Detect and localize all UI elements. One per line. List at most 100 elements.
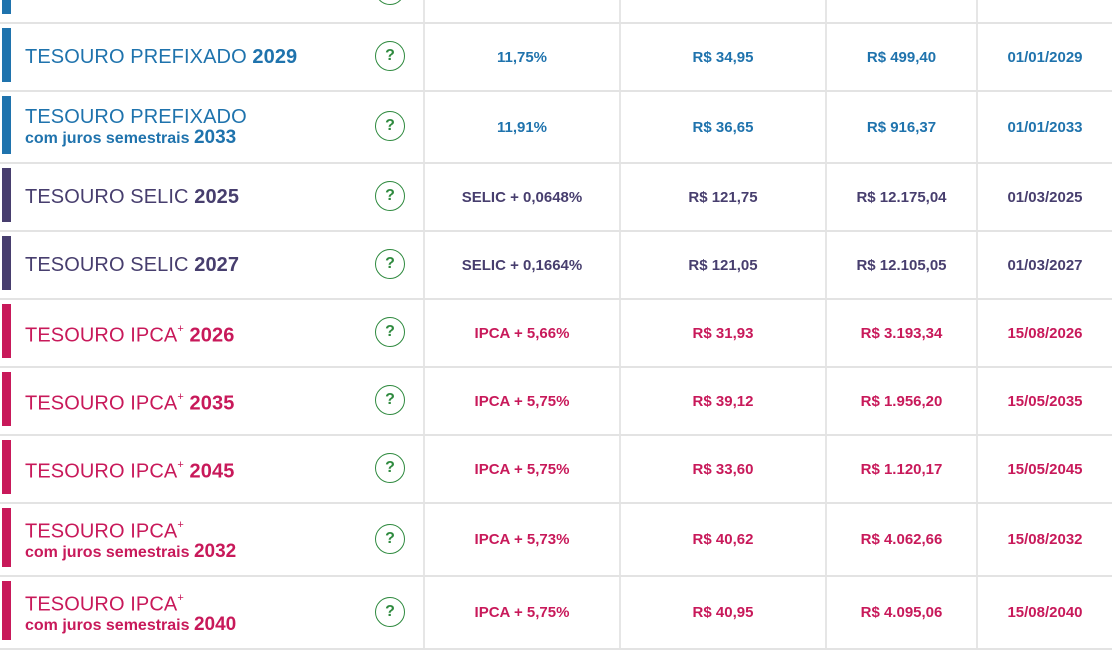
bond-name-cell: TESOURO IPCA+ com juros semestrais 2040? xyxy=(0,577,425,648)
min-investment-cell: R$ 40,95 xyxy=(621,577,827,648)
table-row[interactable]: TESOURO SELIC 2025? SELIC + 0,0648% R$ 121… xyxy=(0,164,1112,232)
maturity-date-cell: 01/01/2029 xyxy=(1007,48,1083,66)
bond-title: TESOURO IPCA+ xyxy=(25,589,236,616)
bond-name[interactable]: TESOURO PREFIXADO com juros semestrais 20… xyxy=(25,92,247,162)
bond-title-text: TESOURO IPCA xyxy=(25,593,178,616)
table-row[interactable]: TESOURO PREFIXADO com juros semestrais 20… xyxy=(0,92,1112,164)
bond-name-cell: TESOURO SELIC 2027? xyxy=(0,232,425,298)
bond-title-sup: + xyxy=(177,390,184,403)
bond-title: TESOURO SELIC 2027 xyxy=(25,254,239,276)
table-row[interactable]: TESOURO SELIC 2027? SELIC + 0,1664% R$ 121… xyxy=(0,232,1112,300)
bond-subtitle-text: com juros semestrais xyxy=(25,129,194,147)
bond-name[interactable]: TESOURO SELIC 2027 xyxy=(25,232,239,298)
bond-title-sup: + xyxy=(177,591,184,604)
bond-title-sup: + xyxy=(177,518,184,531)
bond-color-bar xyxy=(2,372,11,426)
rate-cell xyxy=(425,0,621,22)
min-investment-cell: R$ 34,95 xyxy=(621,24,827,90)
help-icon[interactable]: ? xyxy=(375,385,405,415)
rate-cell: SELIC + 0,1664% xyxy=(425,232,621,298)
bond-subtitle: com juros semestrais 2033 xyxy=(25,127,247,149)
help-icon[interactable]: ? xyxy=(375,181,405,211)
bond-name-cell: TESOURO PREFIXADO? xyxy=(0,0,425,22)
min-investment-cell: R$ 39,12 xyxy=(621,368,827,434)
bond-title: TESOURO PREFIXADO xyxy=(25,0,247,2)
bond-year: 2027 xyxy=(194,254,240,276)
bond-color-bar xyxy=(2,96,11,154)
bond-name[interactable]: TESOURO IPCA+ 2035 xyxy=(25,368,234,434)
table-row[interactable]: TESOURO IPCA+ com juros semestrais 2040? I… xyxy=(0,577,1112,650)
rate-cell: IPCA + 5,75% xyxy=(425,436,621,502)
unit-price-cell: R$ 499,40 xyxy=(827,24,978,90)
bond-name[interactable]: TESOURO IPCA+ 2026 xyxy=(25,300,234,366)
bond-title-text: TESOURO IPCA xyxy=(25,324,178,347)
bond-title: TESOURO PREFIXADO 2029 xyxy=(25,46,297,68)
maturity-date-cell xyxy=(978,0,1112,22)
table-row[interactable]: TESOURO PREFIXADO 2029? 11,75% R$ 34,95 R$ … xyxy=(0,24,1112,92)
bond-color-bar xyxy=(2,440,11,494)
rate-cell: IPCA + 5,73% xyxy=(425,504,621,575)
maturity-date-cell: 01/03/2027 xyxy=(1007,256,1083,274)
maturity-date-cell: 15/08/2026 xyxy=(1007,324,1083,342)
unit-price-cell xyxy=(827,0,978,22)
bond-title-text: TESOURO IPCA xyxy=(25,392,178,415)
table-row[interactable]: TESOURO IPCA+ 2026? IPCA + 5,66% R$ 31,93 R… xyxy=(0,300,1112,368)
rate-cell: 11,91% xyxy=(425,92,621,162)
bond-year: 2029 xyxy=(252,46,298,68)
table-row[interactable]: TESOURO IPCA+ com juros semestrais 2032? I… xyxy=(0,504,1112,577)
bond-title-text: TESOURO SELIC xyxy=(25,254,195,276)
help-icon[interactable]: ? xyxy=(375,596,405,627)
bond-title: TESOURO PREFIXADO xyxy=(25,106,247,128)
table-row[interactable]: TESOURO IPCA+ 2045? IPCA + 5,75% R$ 33,60 R… xyxy=(0,436,1112,504)
unit-price-cell: R$ 3.193,34 xyxy=(827,300,978,366)
bond-year: 2025 xyxy=(194,186,240,208)
unit-price-cell: R$ 12.105,05 xyxy=(827,232,978,298)
unit-price-cell: R$ 1.956,20 xyxy=(827,368,978,434)
bond-color-bar xyxy=(2,236,11,290)
min-investment-cell: R$ 36,65 xyxy=(621,92,827,162)
bond-year: 2026 xyxy=(189,324,235,347)
min-investment-cell xyxy=(621,0,827,22)
bond-year: 2045 xyxy=(189,460,235,483)
bond-name[interactable]: TESOURO PREFIXADO 2029 xyxy=(25,24,297,90)
min-investment-cell: R$ 40,62 xyxy=(621,504,827,575)
help-icon[interactable]: ? xyxy=(375,111,405,141)
bond-title-text: TESOURO SELIC xyxy=(25,186,195,208)
bond-name-cell: TESOURO PREFIXADO 2029? xyxy=(0,24,425,90)
min-investment-cell: R$ 121,05 xyxy=(621,232,827,298)
maturity-date-cell: 01/01/2033 xyxy=(1007,118,1083,136)
bond-color-bar xyxy=(2,581,11,640)
unit-price-cell: R$ 12.175,04 xyxy=(827,164,978,230)
help-icon[interactable]: ? xyxy=(375,453,405,483)
bond-subtitle: com juros semestrais 2032 xyxy=(25,542,236,563)
bond-subtitle-text: com juros semestrais xyxy=(25,617,194,635)
help-icon[interactable]: ? xyxy=(375,41,405,71)
bond-name[interactable]: TESOURO SELIC 2025 xyxy=(25,164,239,230)
min-investment-cell: R$ 121,75 xyxy=(621,164,827,230)
unit-price-cell: R$ 4.095,06 xyxy=(827,577,978,648)
bond-name[interactable]: TESOURO IPCA+ com juros semestrais 2032 xyxy=(25,504,236,575)
unit-price-cell: R$ 1.120,17 xyxy=(827,436,978,502)
maturity-date-cell: 01/03/2025 xyxy=(1007,188,1083,206)
table-row[interactable]: TESOURO IPCA+ 2035? IPCA + 5,75% R$ 39,12 R… xyxy=(0,368,1112,436)
bond-name-cell: TESOURO SELIC 2025? xyxy=(0,164,425,230)
bond-name[interactable]: TESOURO PREFIXADO xyxy=(25,0,247,22)
bond-title: TESOURO IPCA+ 2026 xyxy=(25,320,234,347)
help-icon[interactable]: ? xyxy=(375,249,405,279)
bond-title-text: TESOURO PREFIXADO xyxy=(25,0,247,2)
bond-title: TESOURO IPCA+ xyxy=(25,516,236,543)
bond-name[interactable]: TESOURO IPCA+ com juros semestrais 2040 xyxy=(25,577,236,648)
help-icon[interactable]: ? xyxy=(375,0,405,5)
bond-color-bar xyxy=(2,0,11,14)
help-icon[interactable]: ? xyxy=(375,523,405,554)
bond-year: 2035 xyxy=(189,392,235,415)
help-icon[interactable]: ? xyxy=(375,317,405,347)
table-row[interactable]: TESOURO PREFIXADO? xyxy=(0,0,1112,24)
bond-title-sup: + xyxy=(177,458,184,471)
bond-year: 2032 xyxy=(193,541,237,563)
bond-title-text: TESOURO PREFIXADO xyxy=(25,46,253,68)
bond-color-bar xyxy=(2,168,11,222)
bond-name[interactable]: TESOURO IPCA+ 2045 xyxy=(25,436,234,502)
bond-title-text: TESOURO IPCA xyxy=(25,520,178,543)
